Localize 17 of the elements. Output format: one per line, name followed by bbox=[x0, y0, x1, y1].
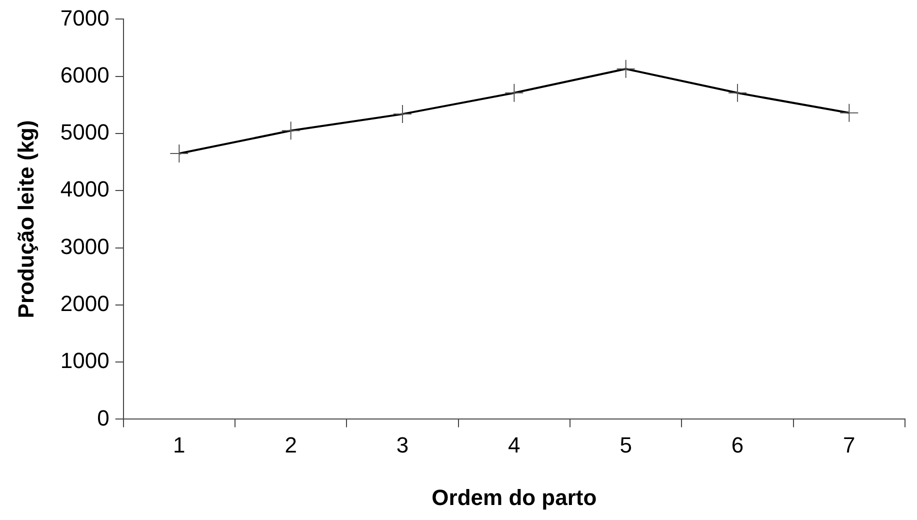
y-tick-label: 6000 bbox=[60, 62, 110, 88]
y-tick-label: 1000 bbox=[60, 348, 110, 374]
y-tick-label: 5000 bbox=[60, 120, 110, 145]
y-axis-title: Produção leite (kg) bbox=[13, 120, 38, 318]
x-tick-label: 3 bbox=[396, 432, 409, 458]
x-tick-label: 6 bbox=[731, 432, 744, 458]
x-tick-label: 5 bbox=[620, 432, 632, 458]
x-tick-label: 7 bbox=[843, 432, 856, 458]
y-tick-label: 2000 bbox=[60, 290, 110, 316]
x-tick-label: 4 bbox=[508, 432, 520, 458]
y-tick-label: 0 bbox=[97, 405, 110, 430]
y-tick-label: 4000 bbox=[60, 176, 110, 202]
y-tick-label: 7000 bbox=[60, 5, 110, 30]
x-axis-title: Ordem do parto bbox=[432, 484, 597, 510]
x-tick-label: 1 bbox=[173, 432, 186, 458]
x-tick-label: 2 bbox=[284, 432, 297, 458]
y-tick-label: 3000 bbox=[60, 234, 110, 259]
